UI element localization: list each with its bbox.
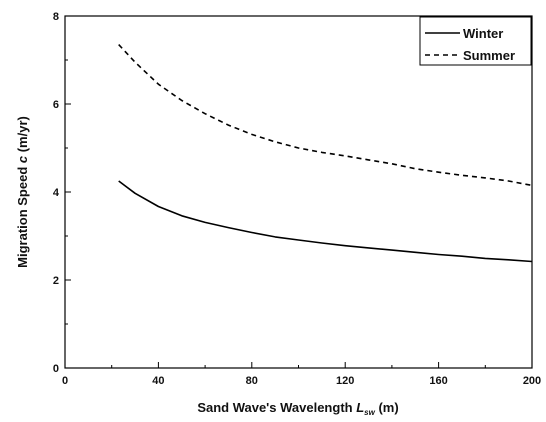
legend-box <box>419 16 532 66</box>
x-axis-label-prefix: Sand Wave's Wavelength <box>197 400 356 415</box>
x-tick-label-200: 200 <box>523 375 541 387</box>
series-layer <box>118 44 533 263</box>
legend: Winter Summer <box>419 16 532 66</box>
y-axis-label-suffix: (m/yr) <box>15 116 30 156</box>
axis-ticks: 0 40 80 120 160 200 0 2 4 6 8 <box>53 11 541 387</box>
y-axis-label-symbol: c <box>15 155 30 163</box>
x-tick-label-80: 80 <box>246 375 258 387</box>
x-tick-label-160: 160 <box>429 375 447 387</box>
legend-label-winter: Winter <box>463 26 503 41</box>
plot-frame <box>64 15 533 369</box>
y-tick-label-2: 2 <box>53 275 59 287</box>
y-tick-label-4: 4 <box>53 187 60 199</box>
series-line-summer <box>118 44 533 187</box>
legend-label-summer: Summer <box>463 48 515 63</box>
y-tick-label-0: 0 <box>53 363 59 375</box>
x-tick-label-40: 40 <box>152 375 164 387</box>
x-axis-label-sub: sw <box>364 408 375 417</box>
y-tick-label-6: 6 <box>53 99 59 111</box>
y-axis-label-prefix: Migration Speed <box>15 163 30 268</box>
x-tick-label-0: 0 <box>62 375 68 387</box>
x-tick-label-120: 120 <box>336 375 354 387</box>
x-axis-label: Sand Wave's Wavelength Lsw (m) <box>197 400 398 417</box>
x-axis-label-symbol: L <box>356 400 364 415</box>
x-axis-label-suffix: (m) <box>375 400 399 415</box>
y-tick-label-8: 8 <box>53 11 59 23</box>
y-axis-label: Migration Speed c (m/yr) <box>15 116 30 268</box>
series-line-winter <box>118 180 533 263</box>
